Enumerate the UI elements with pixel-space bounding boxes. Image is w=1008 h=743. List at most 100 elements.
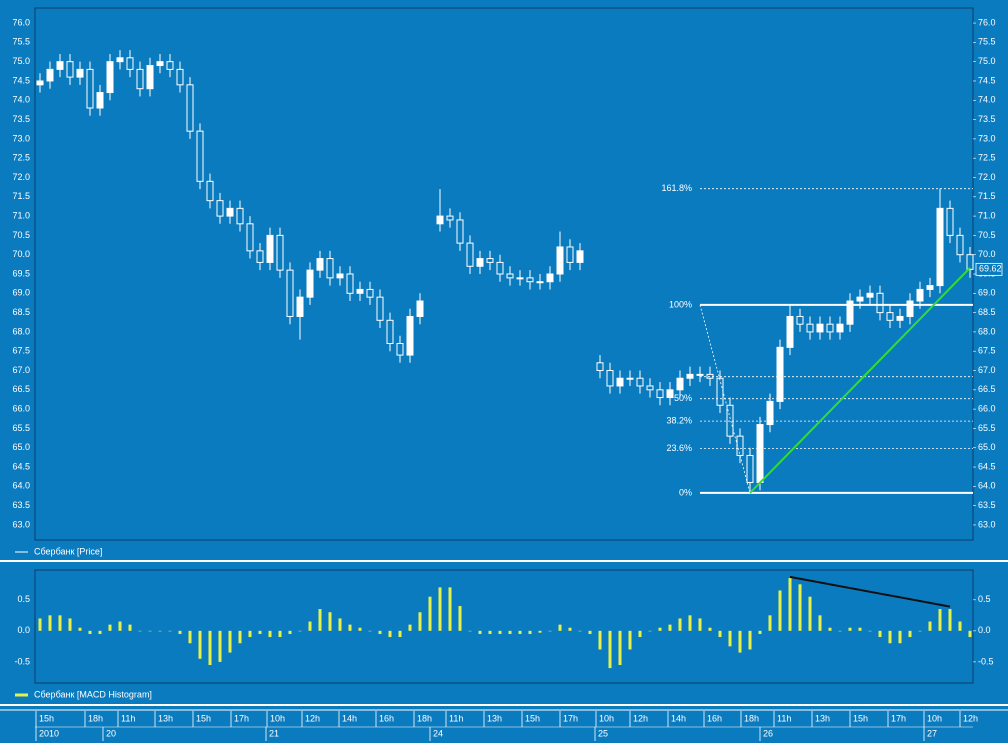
y-tick-label: -0.5 [978, 656, 994, 666]
candle-body [46, 68, 54, 82]
histogram-bar [558, 624, 562, 631]
y-tick-label: 70.0 [978, 249, 996, 259]
histogram-bar [628, 630, 632, 650]
candle-body [356, 288, 364, 294]
candle-body [826, 323, 834, 333]
candle-body [286, 269, 294, 317]
x-tick-label: 17h [891, 713, 906, 723]
candle-body [296, 296, 304, 317]
date-tick-label: 21 [269, 728, 279, 738]
x-tick-label: 10h [599, 713, 614, 723]
candle-body [636, 377, 644, 387]
y-tick-label: 75.0 [12, 56, 30, 66]
trendline [789, 575, 951, 608]
candle-body [176, 68, 184, 86]
y-tick-label: 70.5 [12, 230, 30, 240]
x-tick-label: 16h [379, 713, 394, 723]
histogram-bar [648, 630, 652, 632]
histogram-bar [848, 627, 852, 631]
y-tick-label: 66.5 [978, 384, 996, 394]
histogram-bar [68, 618, 72, 631]
candle-body [316, 258, 324, 271]
x-tick-label: 17h [563, 713, 578, 723]
histogram-bar [98, 630, 102, 634]
date-tick-label: 25 [598, 728, 608, 738]
histogram-bar [228, 630, 232, 653]
histogram-bar [518, 630, 522, 634]
candle-body [646, 385, 654, 391]
candle-body [336, 273, 344, 279]
y-tick-label: 69.0 [978, 288, 996, 298]
histogram-bar [258, 630, 262, 634]
candle-body [346, 273, 354, 294]
histogram-bar [878, 630, 882, 638]
histogram-bar [438, 587, 442, 631]
histogram-bar [688, 615, 692, 631]
y-tick-label: 64.0 [978, 481, 996, 491]
histogram-bar [838, 630, 842, 632]
y-tick-label: 64.0 [12, 481, 30, 491]
y-tick-label: 71.0 [12, 210, 30, 220]
candle-body [896, 315, 904, 321]
y-tick-label: 73.5 [978, 114, 996, 124]
histogram-bar [218, 630, 222, 662]
candle-body [546, 273, 554, 283]
candle-body [136, 68, 144, 90]
candle-body [416, 300, 424, 317]
candle-body [666, 389, 674, 399]
candle-body [816, 323, 824, 333]
histogram-bar [658, 627, 662, 631]
x-tick-label: 13h [815, 713, 830, 723]
candle-body [886, 312, 894, 321]
candle-body [206, 180, 214, 202]
histogram-bar [708, 627, 712, 631]
candle-body [496, 261, 504, 275]
y-tick-label: 64.5 [978, 461, 996, 471]
candle-body [796, 315, 804, 325]
histogram-bar [918, 630, 922, 632]
histogram-bar [498, 630, 502, 634]
candle-body [966, 254, 974, 270]
legend-label: Сбербанк [MACD Histogram] [34, 689, 152, 699]
candle-body [276, 234, 284, 271]
y-tick-label: 76.0 [12, 17, 30, 27]
candle-body [486, 258, 494, 263]
candle-body [326, 258, 334, 279]
histogram-bar [138, 630, 142, 632]
fib-label: 38.2% [666, 415, 692, 425]
histogram-bar [78, 627, 82, 631]
histogram-bar [728, 630, 732, 647]
x-tick-label: 11h [449, 713, 463, 723]
histogram-bar [268, 630, 272, 638]
y-tick-label: 71.0 [978, 210, 996, 220]
y-tick-label: 67.5 [978, 346, 996, 356]
candle-body [186, 84, 194, 132]
y-tick-label: 0.5 [978, 594, 991, 604]
histogram-bar [758, 630, 762, 634]
histogram-bar [818, 615, 822, 631]
candle-body [196, 130, 204, 182]
y-tick-label: -0.5 [14, 656, 30, 666]
y-tick-label: 66.0 [12, 403, 30, 413]
date-tick-label: 24 [433, 728, 443, 738]
histogram-bar [208, 630, 212, 665]
candle-body [256, 250, 264, 263]
histogram-bar [198, 630, 202, 659]
candle-body [76, 68, 84, 78]
histogram-bar [618, 630, 622, 665]
histogram-bar [808, 596, 812, 631]
histogram-bar [168, 630, 172, 632]
candle-body [36, 80, 44, 86]
x-tick-label: 11h [121, 713, 135, 723]
y-tick-label: 66.5 [12, 384, 30, 394]
histogram-bar [408, 624, 412, 631]
candle-body [146, 65, 154, 90]
candle-body [566, 246, 574, 263]
candle-body [366, 288, 374, 298]
y-tick-label: 72.0 [978, 172, 996, 182]
y-tick-label: 71.5 [12, 191, 30, 201]
histogram-bar [538, 630, 542, 633]
candle-body [536, 281, 544, 284]
histogram-bar [788, 578, 792, 631]
